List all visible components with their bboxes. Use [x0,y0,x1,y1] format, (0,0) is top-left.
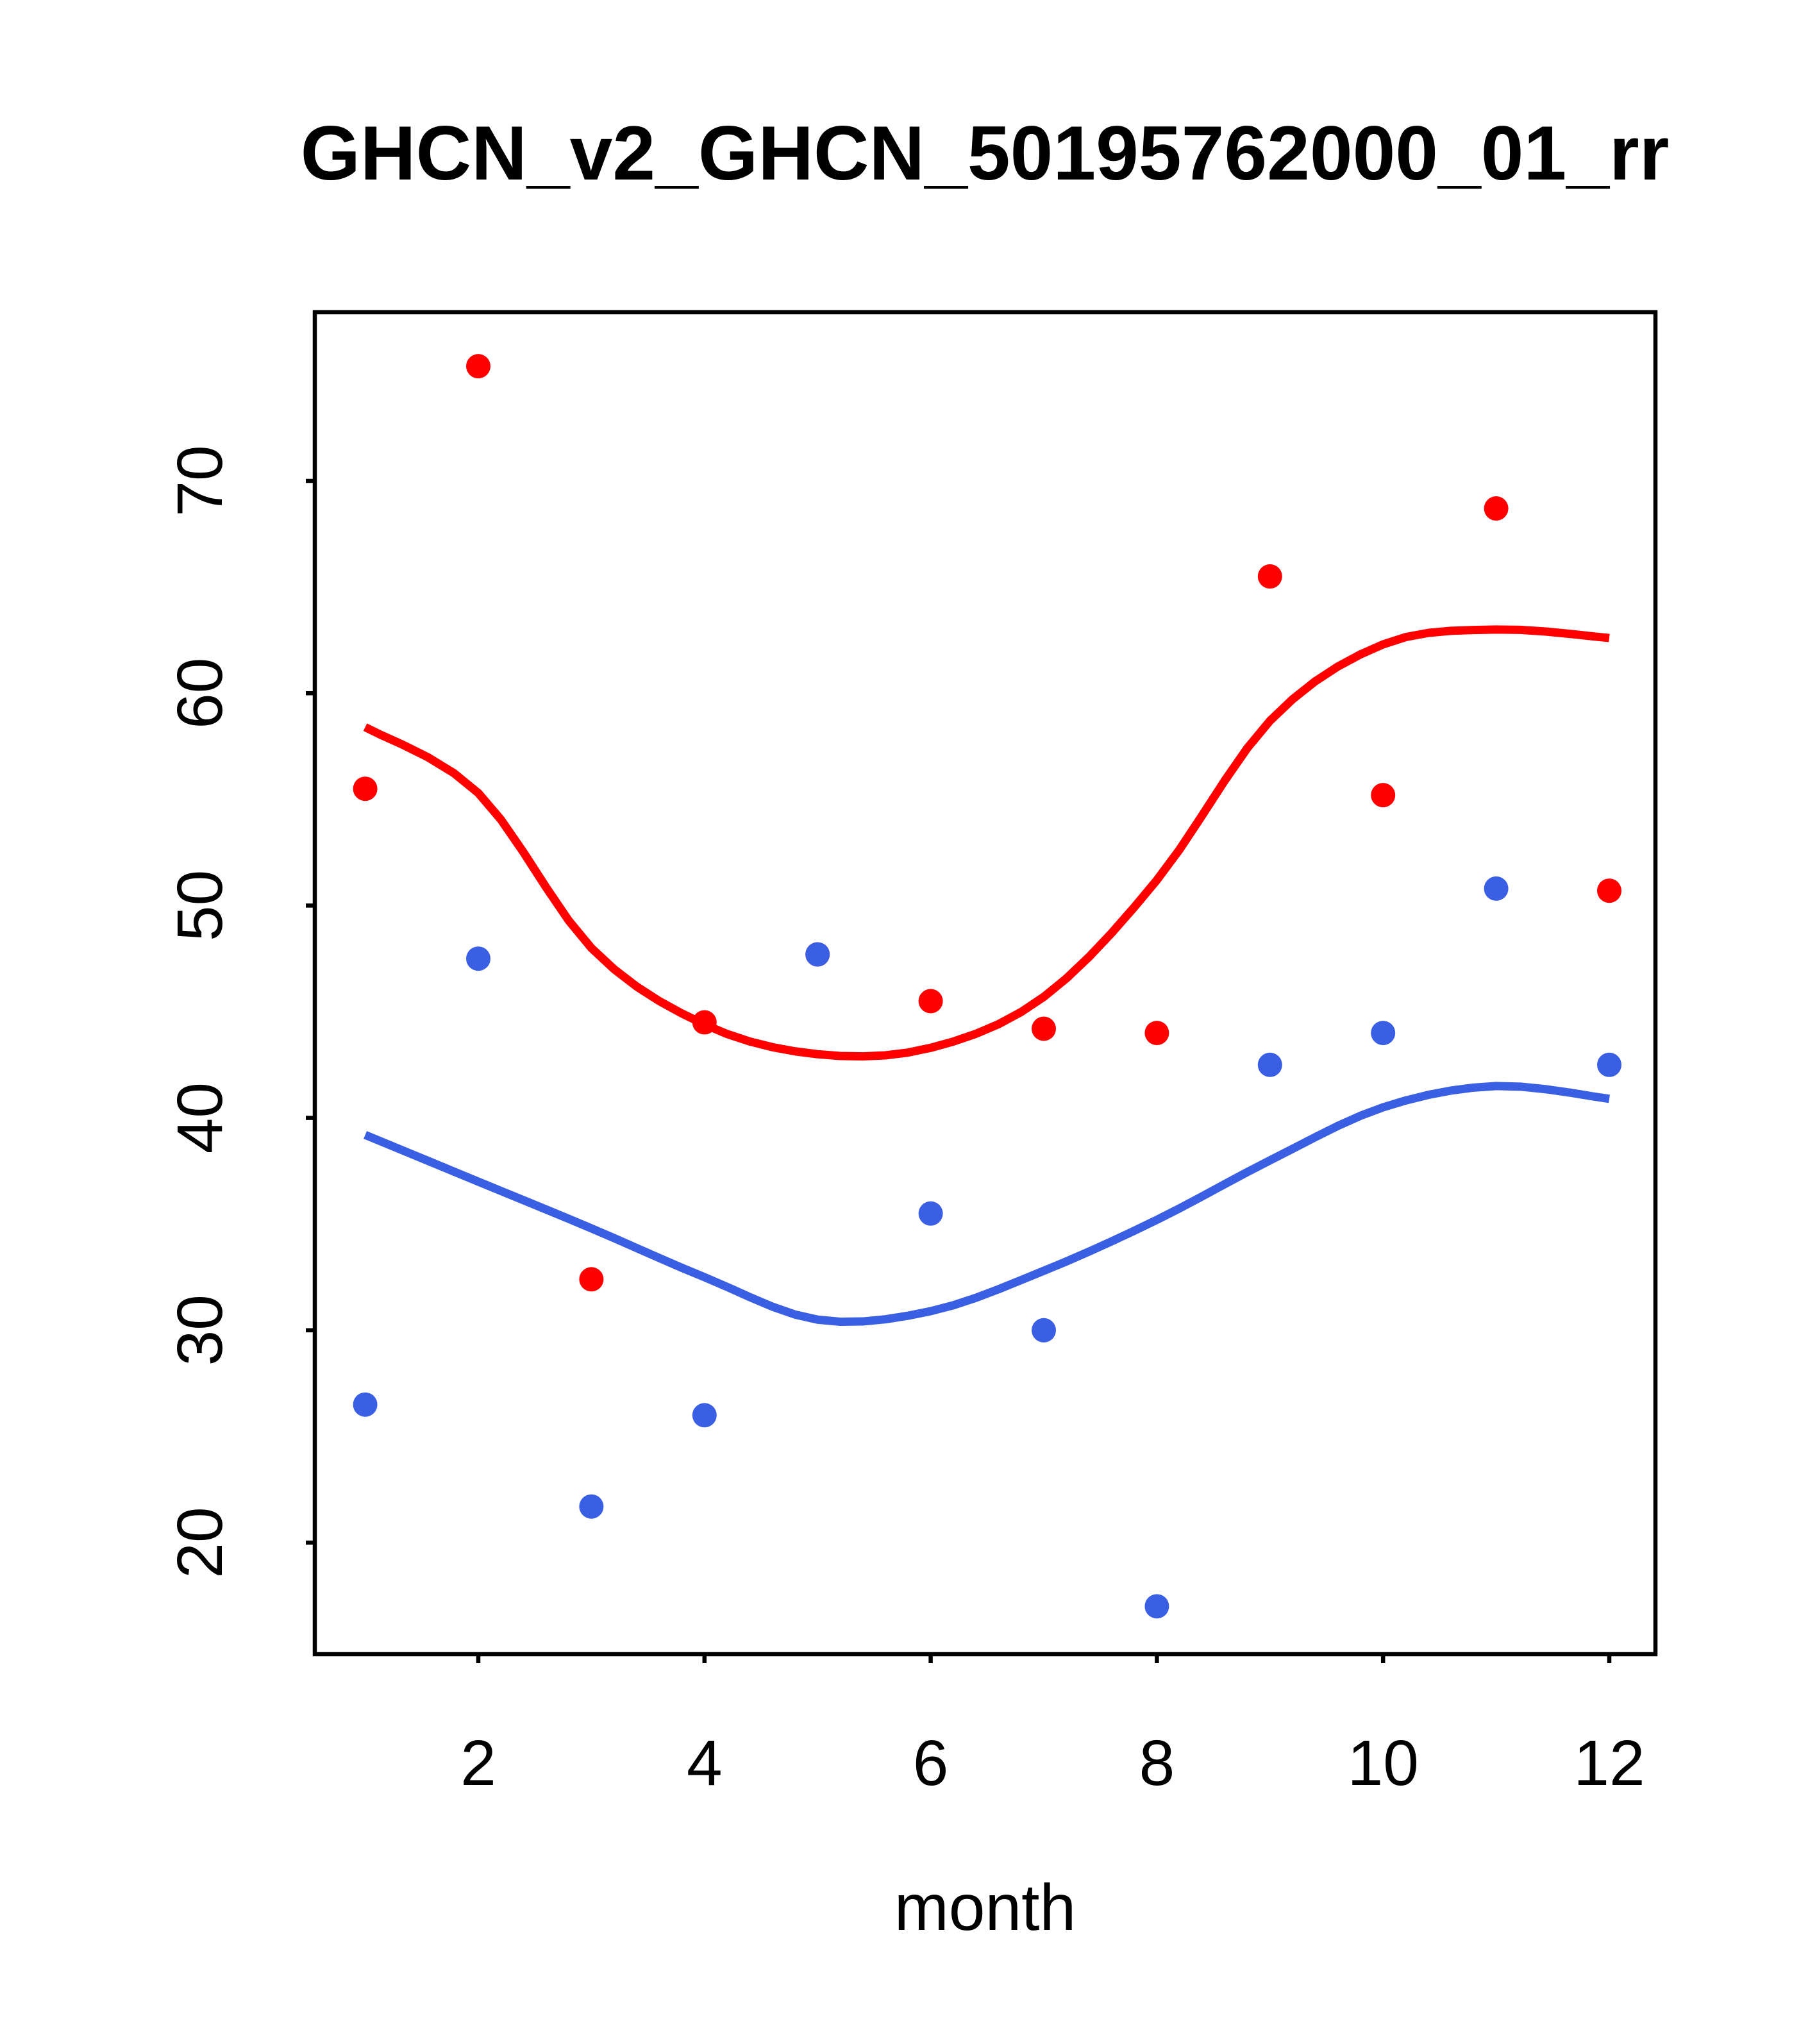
svg-text:50: 50 [164,870,236,941]
svg-text:GHCN_v2_GHCN_50195762000_01_rr: GHCN_v2_GHCN_50195762000_01_rr [301,110,1670,196]
svg-text:12: 12 [1573,1727,1645,1799]
svg-text:30: 30 [164,1294,236,1366]
svg-text:20: 20 [164,1507,236,1578]
svg-text:6: 6 [913,1727,949,1799]
svg-text:4: 4 [687,1727,723,1799]
svg-text:10: 10 [1348,1727,1419,1799]
svg-text:60: 60 [164,658,236,729]
svg-text:month: month [894,1871,1076,1944]
svg-text:2: 2 [460,1727,496,1799]
svg-text:70: 70 [164,445,236,516]
svg-text:40: 40 [164,1082,236,1153]
svg-text:8: 8 [1139,1727,1175,1799]
